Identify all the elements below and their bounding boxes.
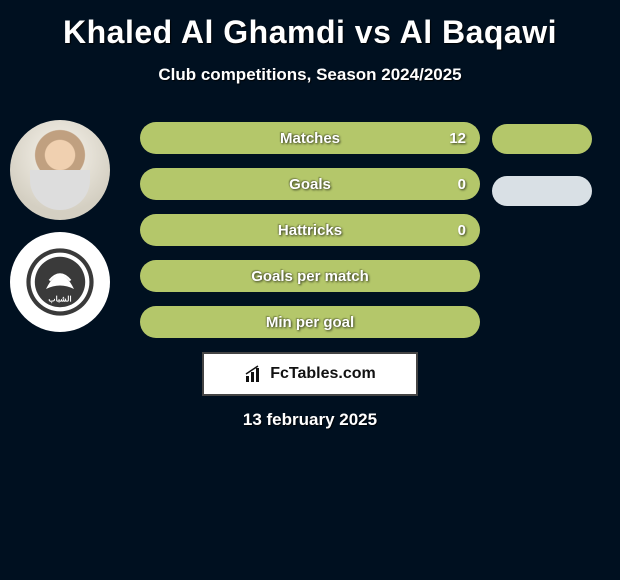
stat-label: Goals xyxy=(289,176,331,193)
stat-value: 0 xyxy=(458,176,466,193)
stat-row-min-per-goal: Min per goal xyxy=(140,306,480,338)
avatars-column: الشباب xyxy=(10,120,110,344)
brand-box: FcTables.com xyxy=(202,352,418,396)
stat-row-hattricks: Hattricks 0 xyxy=(140,214,480,246)
page-subtitle: Club competitions, Season 2024/2025 xyxy=(0,65,620,85)
stat-value: 12 xyxy=(449,130,466,147)
infographic-date: 13 february 2025 xyxy=(0,410,620,430)
stat-label: Matches xyxy=(280,130,340,147)
club-logo-icon: الشباب xyxy=(25,247,95,317)
stats-bars: Matches 12 Goals 0 Hattricks 0 Goals per match… xyxy=(140,122,480,352)
stat-row-goals-per-match: Goals per match xyxy=(140,260,480,292)
stat-label: Hattricks xyxy=(278,222,342,239)
stat-row-matches: Matches 12 xyxy=(140,122,480,154)
brand-text: FcTables.com xyxy=(270,365,376,383)
player1-avatar xyxy=(10,120,110,220)
page-title: Khaled Al Ghamdi vs Al Baqawi xyxy=(0,0,620,51)
comparison-bubble-1 xyxy=(492,124,592,154)
svg-text:الشباب: الشباب xyxy=(48,295,71,304)
stat-label: Min per goal xyxy=(266,314,354,331)
comparison-bubble-2 xyxy=(492,176,592,206)
stat-label: Goals per match xyxy=(251,268,369,285)
brand-chart-icon xyxy=(244,364,264,384)
player2-club-logo: الشباب xyxy=(10,232,110,332)
stat-row-goals: Goals 0 xyxy=(140,168,480,200)
stat-value: 0 xyxy=(458,222,466,239)
